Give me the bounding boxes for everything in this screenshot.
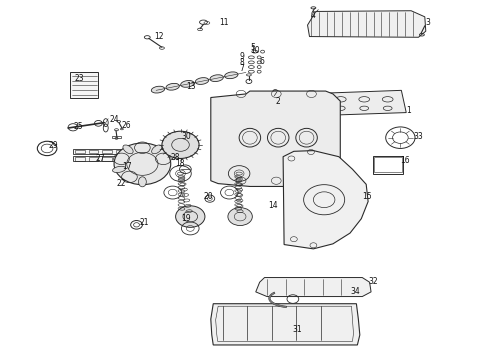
- Circle shape: [175, 206, 205, 227]
- Ellipse shape: [196, 78, 209, 84]
- Text: 8: 8: [239, 58, 244, 67]
- Bar: [75, 150, 85, 153]
- Text: 13: 13: [186, 82, 196, 91]
- Bar: [89, 150, 98, 153]
- Text: 6: 6: [260, 57, 265, 66]
- Circle shape: [162, 131, 199, 158]
- Polygon shape: [256, 278, 371, 297]
- Bar: [70, 72, 98, 98]
- Ellipse shape: [181, 81, 194, 87]
- Ellipse shape: [151, 145, 162, 154]
- Ellipse shape: [166, 84, 179, 90]
- Polygon shape: [211, 304, 360, 345]
- Bar: [373, 156, 403, 174]
- Text: 2: 2: [275, 96, 280, 105]
- Text: 15: 15: [362, 192, 372, 201]
- Bar: [73, 156, 132, 161]
- Text: 32: 32: [368, 276, 378, 285]
- Text: 28: 28: [171, 153, 180, 162]
- Text: 10: 10: [250, 46, 260, 55]
- Text: 14: 14: [269, 201, 278, 210]
- Text: 18: 18: [175, 159, 185, 168]
- Text: 31: 31: [293, 325, 302, 334]
- Bar: [116, 150, 126, 153]
- Text: 16: 16: [400, 156, 410, 165]
- Polygon shape: [308, 11, 426, 37]
- Ellipse shape: [210, 75, 223, 82]
- Circle shape: [228, 208, 252, 226]
- Text: 29: 29: [49, 141, 58, 150]
- Bar: [374, 157, 402, 172]
- Text: 9: 9: [239, 52, 244, 61]
- Text: 21: 21: [140, 218, 149, 227]
- Text: 24: 24: [109, 115, 119, 124]
- Bar: [112, 135, 121, 138]
- Ellipse shape: [123, 145, 133, 154]
- Text: 7: 7: [239, 64, 244, 73]
- Text: 20: 20: [203, 192, 213, 201]
- Bar: [102, 157, 112, 161]
- Ellipse shape: [151, 86, 165, 93]
- Text: 12: 12: [155, 32, 164, 41]
- Text: 33: 33: [414, 132, 423, 141]
- Ellipse shape: [224, 72, 238, 79]
- Text: 1: 1: [406, 105, 411, 114]
- Text: 25: 25: [73, 122, 83, 131]
- Bar: [116, 157, 126, 161]
- Text: 26: 26: [122, 121, 131, 130]
- Text: 4: 4: [311, 10, 316, 19]
- Bar: [102, 150, 112, 153]
- Text: 17: 17: [122, 162, 131, 171]
- Text: 27: 27: [96, 154, 106, 163]
- Text: 22: 22: [117, 179, 126, 188]
- Text: 30: 30: [181, 132, 191, 141]
- Text: 11: 11: [220, 18, 229, 27]
- Circle shape: [114, 143, 171, 185]
- Polygon shape: [211, 91, 340, 186]
- Bar: [89, 157, 98, 161]
- Polygon shape: [283, 150, 368, 249]
- Text: 19: 19: [181, 214, 191, 223]
- Bar: [73, 149, 132, 154]
- Ellipse shape: [113, 166, 126, 172]
- Text: 34: 34: [350, 287, 360, 296]
- Ellipse shape: [139, 177, 147, 187]
- Polygon shape: [299, 90, 406, 116]
- Text: 5: 5: [250, 43, 255, 52]
- Text: 23: 23: [75, 75, 85, 84]
- Bar: [75, 157, 85, 161]
- Text: 3: 3: [426, 18, 431, 27]
